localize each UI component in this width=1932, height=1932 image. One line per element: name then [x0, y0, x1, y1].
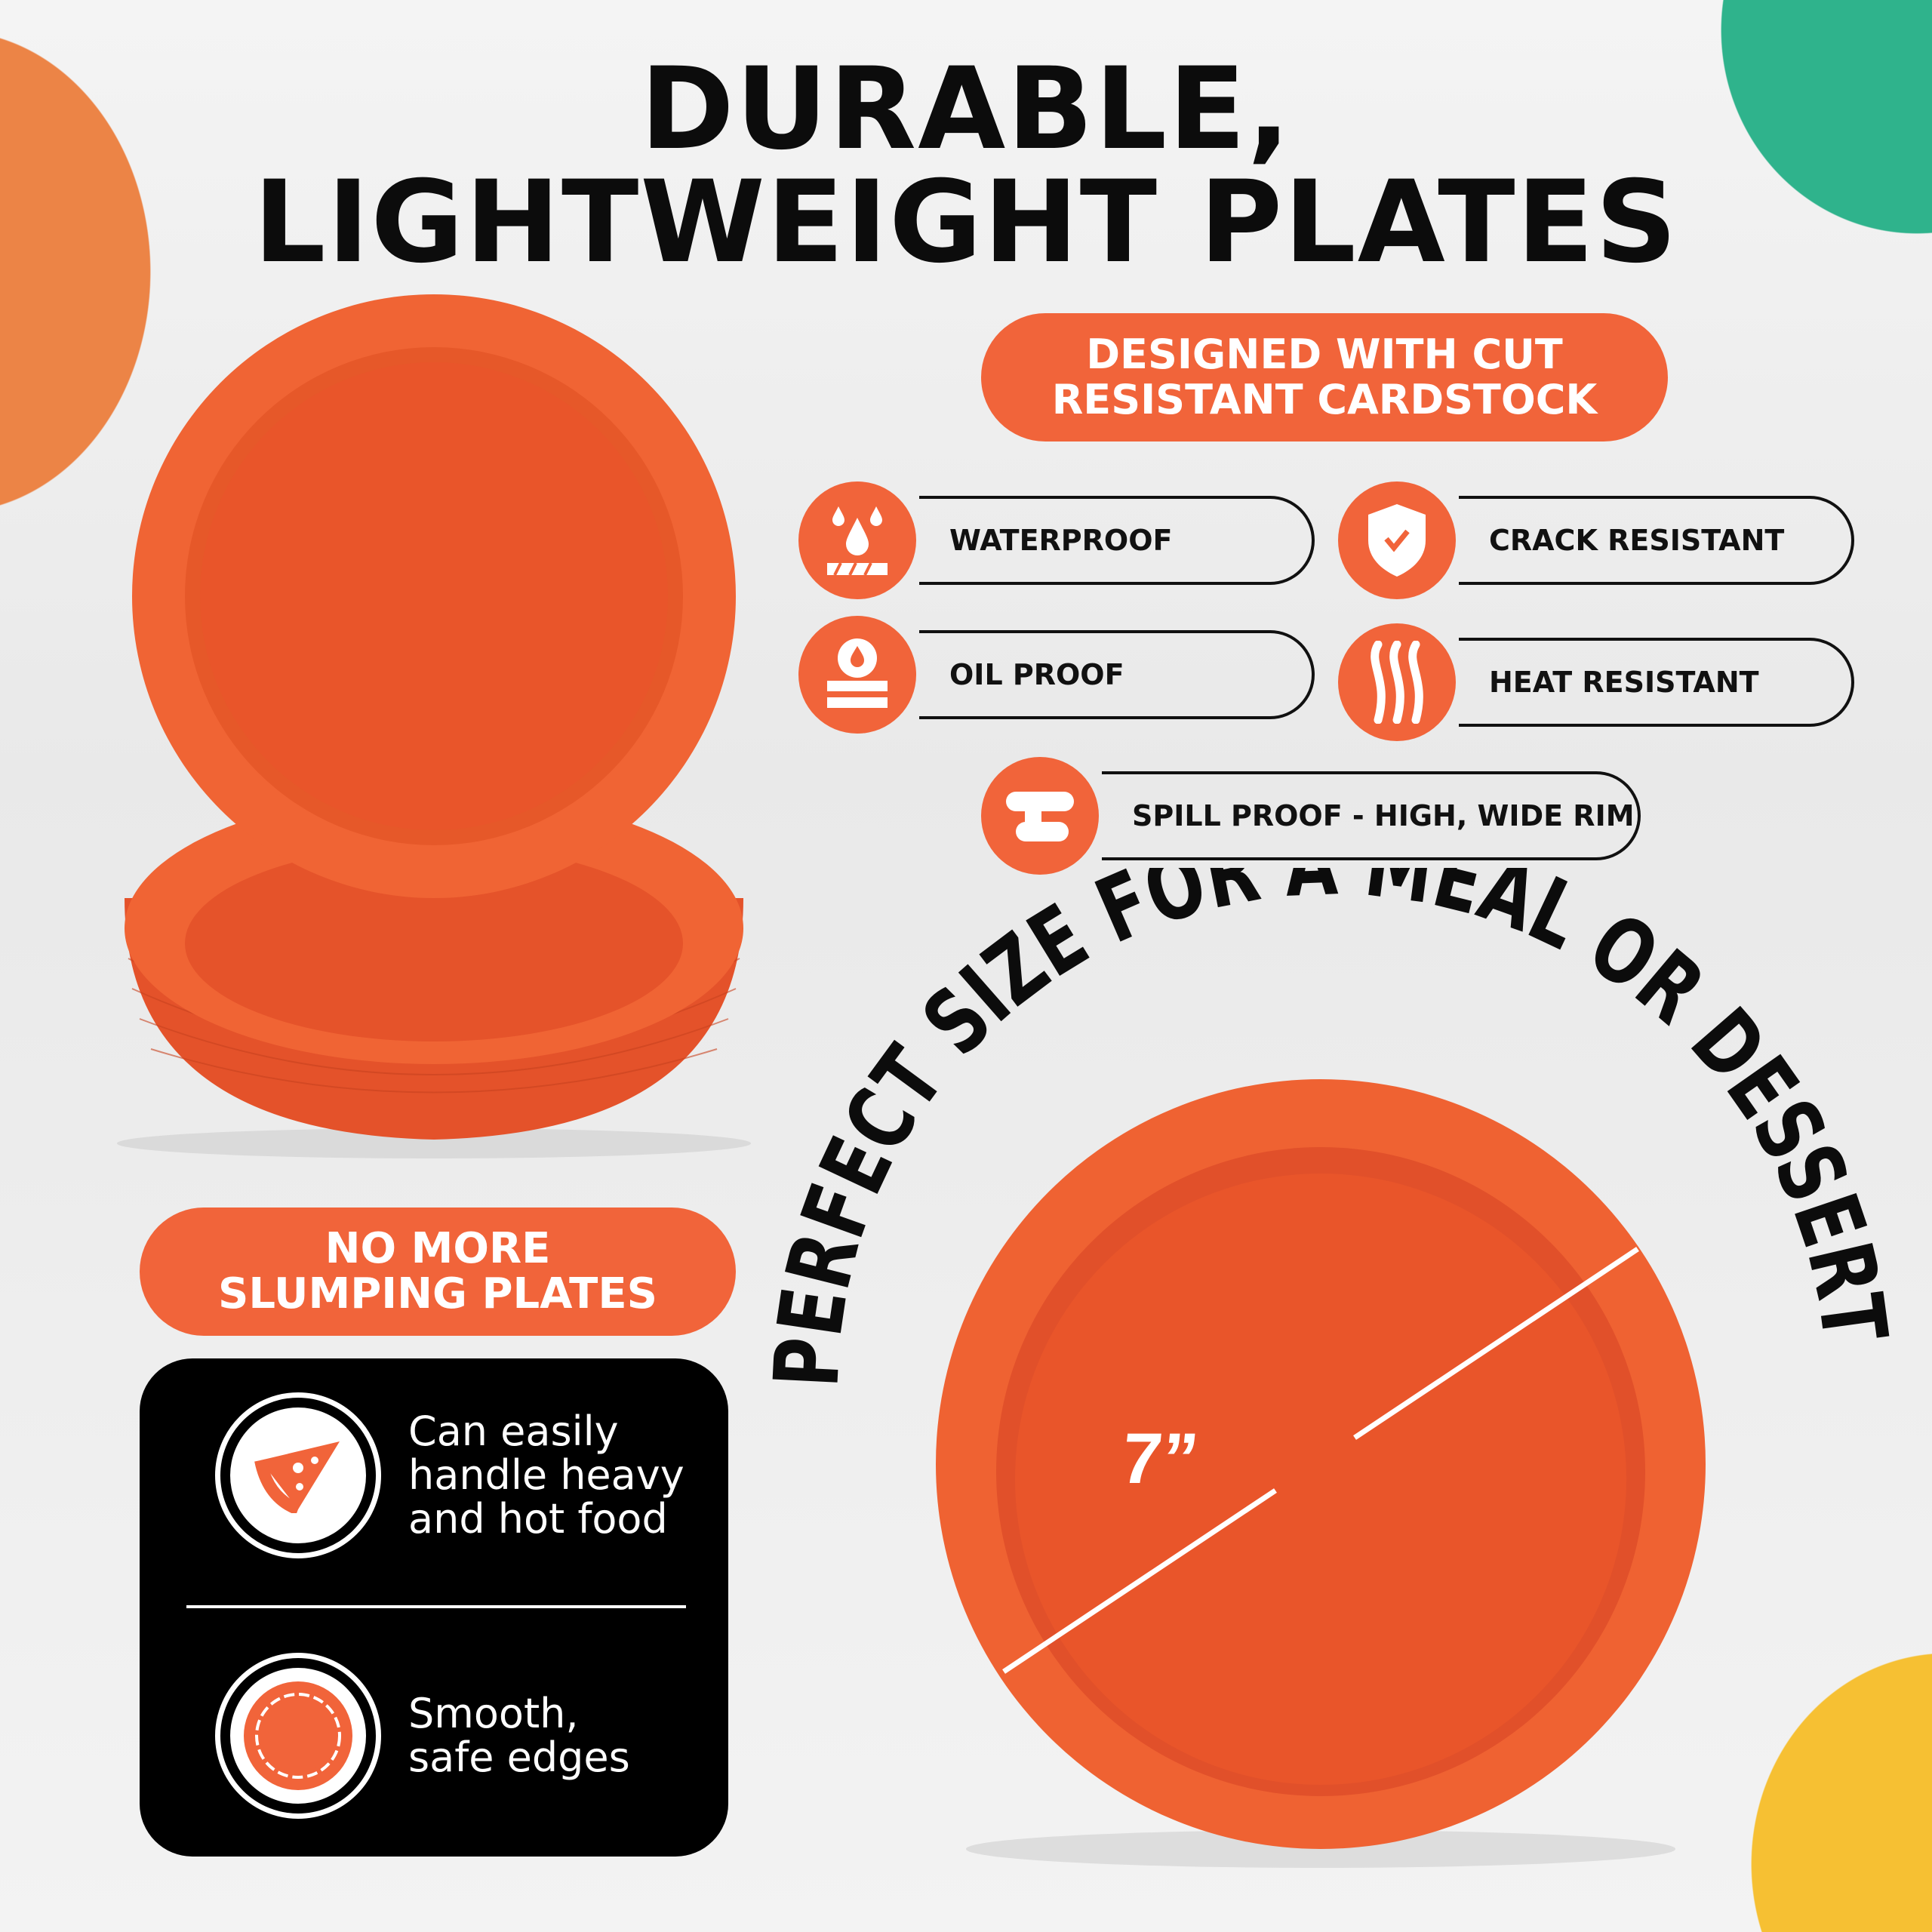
diameter-line: [1002, 1488, 1277, 1674]
badge-line-1: DESIGNED WITH CUT: [1086, 331, 1563, 378]
benefit-heavy-food: Can easily handle heavy and hot food: [215, 1392, 685, 1558]
oil-drop-icon: [798, 616, 916, 734]
heat-waves-icon: [1338, 623, 1456, 741]
feature-waterproof: WATERPROOF: [798, 481, 1315, 599]
badge-line-1: NO MORE: [325, 1224, 551, 1273]
badge-line-2: SLUMPING PLATES: [218, 1269, 657, 1318]
divider: [186, 1605, 686, 1608]
water-drops-icon: [798, 481, 916, 599]
feature-label: HEAT RESISTANT: [1459, 638, 1854, 727]
plate-size-graphic: 7” PERFECT SIZE FOR A MEAL OR DESSERT: [755, 868, 1907, 1868]
benefit-text: Can easily handle heavy and hot food: [408, 1407, 685, 1543]
title-line-1: DURABLE,: [640, 44, 1292, 175]
feature-oil-proof: OIL PROOF: [798, 616, 1315, 734]
shield-check-icon: [1338, 481, 1456, 599]
decor-teal-circle: [1721, 0, 1932, 234]
benefits-panel: Can easily handle heavy and hot food Smo…: [140, 1358, 728, 1857]
page-title: DURABLE, LIGHTWEIGHT PLATES: [0, 53, 1932, 279]
badge-line-2: RESISTANT CARDSTOCK: [1051, 376, 1598, 423]
rim-icon: [981, 757, 1099, 875]
benefit-text: Smooth, safe edges: [408, 1690, 630, 1781]
feature-label: OIL PROOF: [919, 630, 1315, 719]
pizza-icon: [215, 1392, 381, 1558]
feature-spill-proof: SPILL PROOF - HIGH, WIDE RIM: [981, 757, 1641, 875]
no-slumping-badge: NO MORE SLUMPING PLATES: [140, 1208, 736, 1336]
plate-edge-icon: [215, 1653, 381, 1819]
feature-label: CRACK RESISTANT: [1459, 496, 1854, 585]
decor-yellow-circle: [1751, 1653, 1932, 1932]
size-label: 7”: [1118, 1419, 1201, 1499]
feature-label: WATERPROOF: [919, 496, 1315, 585]
cardstock-badge: DESIGNED WITH CUT RESISTANT CARDSTOCK: [981, 313, 1668, 441]
feature-label: SPILL PROOF - HIGH, WIDE RIM: [1102, 771, 1641, 860]
plate-stack-image: [117, 294, 751, 1158]
benefit-smooth-edges: Smooth, safe edges: [215, 1653, 630, 1819]
decor-orange-circle: [0, 30, 151, 513]
feature-crack-resistant: CRACK RESISTANT: [1338, 481, 1854, 599]
title-line-2: LIGHTWEIGHT PLATES: [253, 157, 1679, 288]
feature-heat-resistant: HEAT RESISTANT: [1338, 623, 1854, 741]
